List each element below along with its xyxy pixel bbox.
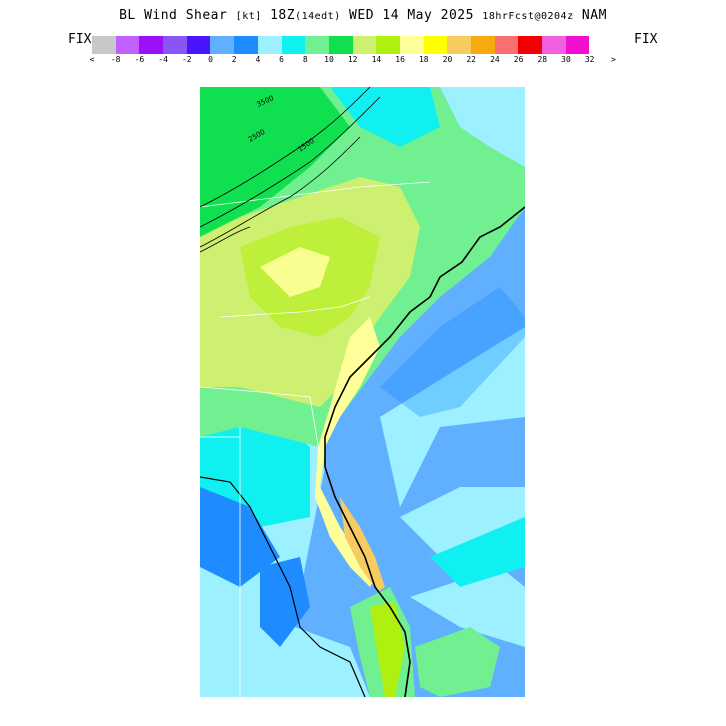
region-cyan-ocean-3	[410, 567, 525, 647]
legend-swatch-18	[518, 36, 543, 54]
legend-tick-5: 0	[208, 55, 213, 64]
contour-line-1	[200, 87, 371, 208]
state-borders	[200, 181, 431, 697]
region-ocean-deep	[380, 287, 525, 417]
legend-tick-18: 26	[513, 55, 524, 64]
legend-swatch-16	[471, 36, 495, 54]
region-paleyellow-core	[260, 247, 330, 297]
region-coastal-yellow	[315, 317, 380, 587]
legend-tick-3: -4	[158, 55, 168, 64]
title-units: [kt]	[235, 11, 262, 22]
title-main: BL Wind Shear	[119, 8, 236, 23]
legend-swatch-7	[257, 36, 282, 54]
fix-right-label: FIX	[634, 32, 658, 47]
color-legend	[92, 36, 590, 54]
region-green-ocean-south	[415, 627, 500, 697]
legend-tick-15: 20	[442, 55, 453, 64]
legend-tick-10: 10	[324, 55, 334, 64]
legend-tick-14: 18	[418, 55, 429, 64]
legend-tick-12: 14	[371, 55, 382, 64]
legend-swatch-15	[447, 36, 471, 54]
region-teal-ocean	[430, 517, 525, 587]
legend-swatch-1	[115, 36, 140, 54]
legend-swatch-19	[542, 36, 566, 54]
legend-swatch-12	[376, 36, 400, 54]
contour-line-3	[200, 136, 361, 248]
legend-tick-0: <	[89, 55, 95, 64]
legend-tick-8: 6	[279, 55, 285, 64]
fix-left-label: FIX	[68, 32, 92, 47]
legend-tick-6: 2	[231, 55, 237, 64]
legend-swatch-20	[565, 36, 590, 54]
legend-tick-1: -8	[110, 55, 121, 64]
coastline	[324, 206, 525, 697]
legend-swatch-10	[328, 36, 353, 54]
legend-tick-20: 30	[561, 55, 571, 64]
map-title: BL Wind Shear [kt] 18Z(14edt) WED 14 May…	[0, 8, 726, 23]
legend-tick-22: >	[610, 55, 616, 64]
legend-swatch-3	[163, 36, 187, 54]
legend-tick-11: 12	[347, 55, 358, 64]
title-model: NAM	[573, 8, 607, 23]
legend-swatch-6	[234, 36, 258, 54]
legend-tick-13: 16	[395, 55, 405, 64]
legend-swatch-2	[139, 36, 164, 54]
region-green-mountains	[200, 87, 350, 237]
legend-swatch-11	[352, 36, 377, 54]
legend-swatch-4	[186, 36, 211, 54]
region-lime-peninsula	[370, 602, 405, 697]
legend-swatch-17	[494, 36, 519, 54]
region-blue-west-2	[260, 557, 310, 647]
region-cyan-ocean-2	[400, 487, 525, 557]
title-time: 18Z	[261, 8, 296, 23]
contour-line-4	[200, 226, 251, 253]
region-teal-north	[330, 87, 440, 147]
legend-swatch-9	[305, 36, 329, 54]
legend-tick-7: 4	[255, 55, 261, 64]
legend-tick-17: 24	[490, 55, 500, 64]
title-local: (14edt)	[295, 11, 341, 22]
legend-tick-labels: < -8 -6 -4 -2 0 2 4 6 8 10 12 14 16 18 20 22 24 26 28 30 32 >	[80, 55, 650, 67]
region-cyan-northeast	[440, 87, 525, 167]
legend-tick-16: 22	[466, 55, 477, 64]
gulf-coastline	[200, 476, 366, 697]
region-coastal-orange	[340, 497, 385, 592]
legend-tick-9: 8	[302, 55, 308, 64]
legend-tick-4: -2	[181, 55, 192, 64]
legend-swatch-0	[92, 36, 116, 54]
title-forecast: 18hrFcst@0204z	[482, 11, 574, 22]
legend-swatch-8	[281, 36, 306, 54]
legend-tick-2: -6	[134, 55, 145, 64]
legend-tick-19: 28	[537, 55, 548, 64]
contour-line-2	[200, 96, 381, 228]
title-date: WED 14 May 2025	[340, 8, 483, 23]
legend-swatch-13	[399, 36, 424, 54]
region-cyan-ocean	[380, 327, 525, 507]
wind-shear-map: 3500 2500 1500	[200, 87, 525, 697]
legend-swatch-5	[210, 36, 235, 54]
legend-tick-21: 32	[584, 55, 595, 64]
legend-swatch-14	[423, 36, 448, 54]
